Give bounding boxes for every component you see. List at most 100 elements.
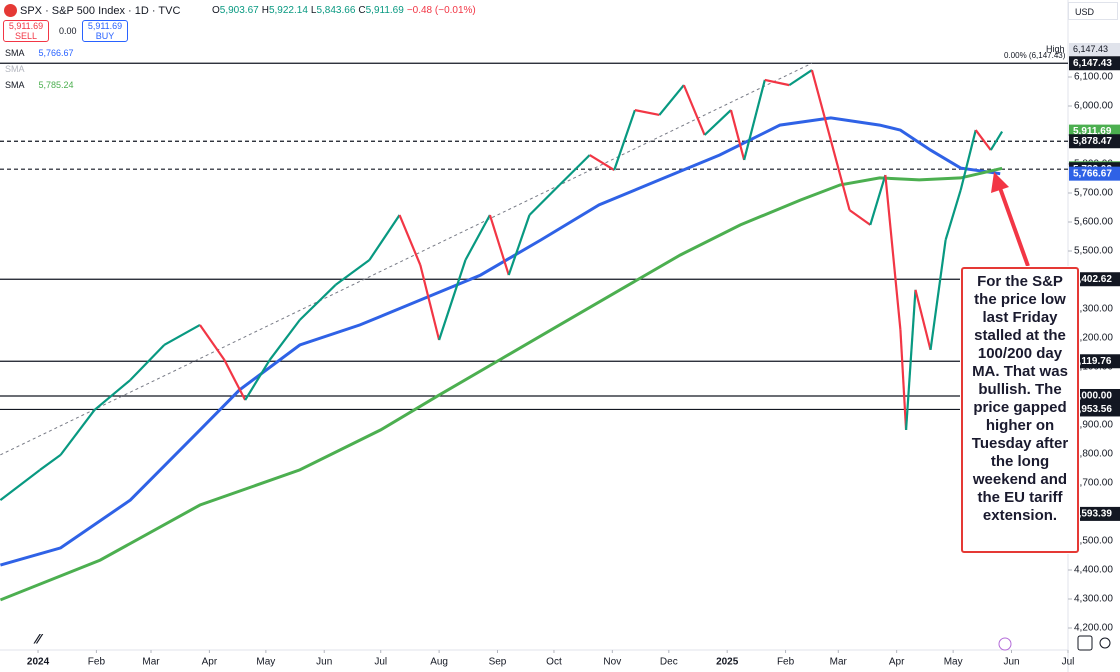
x-tick-label: Jul	[1062, 657, 1075, 668]
price-segment	[398, 214, 422, 266]
price-segment	[974, 129, 992, 151]
x-tick-label: Jun	[316, 657, 332, 668]
y-tick-label: 4,800.00	[1074, 449, 1113, 460]
x-tick-label: Mar	[830, 657, 848, 668]
price-label: 5,766.67	[1073, 168, 1112, 179]
price-segment	[558, 154, 591, 186]
spread: 0.00	[59, 26, 77, 36]
price-segment	[528, 184, 561, 216]
y-tick-label: 6,000.00	[1074, 101, 1113, 112]
ohlc-value: 5,911.69	[365, 5, 404, 16]
plot-area	[0, 62, 1068, 602]
price-label: 5,402.62	[1073, 274, 1112, 285]
x-tick-label: Apr	[202, 657, 218, 668]
trend-line	[0, 62, 813, 456]
y-tick-label: 5,700.00	[1074, 188, 1113, 199]
ohlc-value: 5,922.14	[268, 5, 308, 16]
moving-average	[0, 166, 1003, 602]
high-text: High	[1046, 44, 1065, 54]
price-segment	[944, 189, 962, 241]
x-tick-label: Feb	[88, 657, 106, 668]
legend-row: SMA 5,766.67	[5, 48, 74, 58]
legend-value: 5,785.24	[38, 80, 74, 90]
price-segment	[884, 174, 902, 330]
legend-row: SMA	[5, 64, 49, 74]
price-segment	[507, 214, 531, 276]
price-segment	[368, 214, 401, 261]
price-segment	[658, 84, 685, 116]
y-tick-label: 5,600.00	[1074, 217, 1113, 228]
symbol-icon	[4, 4, 17, 17]
price-label-bg	[1069, 402, 1120, 417]
price-label: 5,119.76	[1073, 356, 1112, 367]
x-tick-label: 2024	[27, 657, 50, 668]
price-segment	[39, 453, 62, 471]
price-segment	[419, 264, 441, 341]
legend-value: 5,766.67	[38, 48, 74, 58]
price-segment	[869, 174, 887, 226]
price-label-bg	[1069, 388, 1120, 403]
legend-name: SMA	[5, 80, 25, 90]
price-label: 4,953.56	[1073, 404, 1112, 415]
high-value: 6,147.43	[1069, 43, 1120, 56]
y-tick-label: 4,200.00	[1074, 623, 1113, 634]
ohlc-change: −0.48 (−0.01%)	[406, 5, 476, 16]
y-tick-label: 4,500.00	[1074, 536, 1113, 547]
price-segment	[199, 324, 226, 361]
price-segment	[613, 109, 636, 171]
price-segment	[929, 239, 947, 351]
x-tick-label: Apr	[889, 657, 905, 668]
y-tick-label: 5,200.00	[1074, 333, 1113, 344]
x-tick-label: Mar	[142, 657, 160, 668]
y-tick-label: 4,700.00	[1074, 478, 1113, 489]
ohlc-value: 5,903.67	[219, 5, 259, 16]
price-segment	[899, 329, 908, 430]
legend-row: SMA 5,785.24	[5, 80, 74, 90]
legend-name: SMA	[5, 48, 25, 58]
currency[interactable]: USD	[1068, 2, 1118, 20]
annotation: For the S&P the price low last Friday st…	[961, 267, 1079, 553]
chart-title: SPX · S&P 500 Index · 1D · TVC	[20, 5, 181, 17]
y-tick-label: 4,900.00	[1074, 420, 1113, 431]
price-segment	[829, 139, 851, 211]
ohlc-key: C	[358, 5, 366, 16]
price-label-bg	[1069, 166, 1120, 181]
sell-button[interactable]: 5,911.69 SELL	[3, 20, 49, 42]
price-segment	[488, 214, 510, 276]
price-label: 5,000.00	[1073, 391, 1112, 402]
sell-price: 5,911.69	[8, 21, 44, 31]
price-segment	[848, 209, 871, 226]
ohlc-key: L	[310, 5, 317, 16]
price-segment	[59, 409, 96, 456]
price-segment	[464, 214, 491, 261]
buy-text: BUY	[95, 31, 115, 41]
price-label-bg	[1069, 56, 1120, 71]
price-segment	[729, 109, 746, 161]
price-segment	[268, 319, 301, 361]
price-label: 5,911.69	[1073, 126, 1112, 137]
price-segment	[334, 259, 371, 286]
x-tick-label: 2025	[716, 657, 739, 668]
price-segment	[764, 78, 790, 87]
price-label: 4,593.39	[1073, 509, 1112, 520]
x-tick-label: Feb	[777, 657, 795, 668]
price-segment	[703, 109, 732, 136]
buy-button[interactable]: 5,911.69 BUY	[82, 20, 128, 42]
x-tick-label: Jun	[1003, 657, 1019, 668]
x-tick-label: May	[256, 657, 275, 668]
ohlc-key: H	[261, 5, 269, 16]
price-segment	[788, 69, 813, 87]
y-tick-label: 6,100.00	[1074, 72, 1113, 83]
price-segment	[163, 323, 201, 346]
price-segment	[438, 259, 467, 341]
price-label-bg	[1069, 272, 1120, 287]
y-tick-label: 4,300.00	[1074, 594, 1113, 605]
price-segment	[244, 359, 271, 401]
x-tick-label: Aug	[430, 657, 448, 668]
price-label-bg	[1069, 354, 1120, 369]
price-label: 5,878.47	[1073, 136, 1112, 147]
price-segment	[93, 379, 132, 411]
x-tick-label: Sep	[489, 657, 507, 668]
